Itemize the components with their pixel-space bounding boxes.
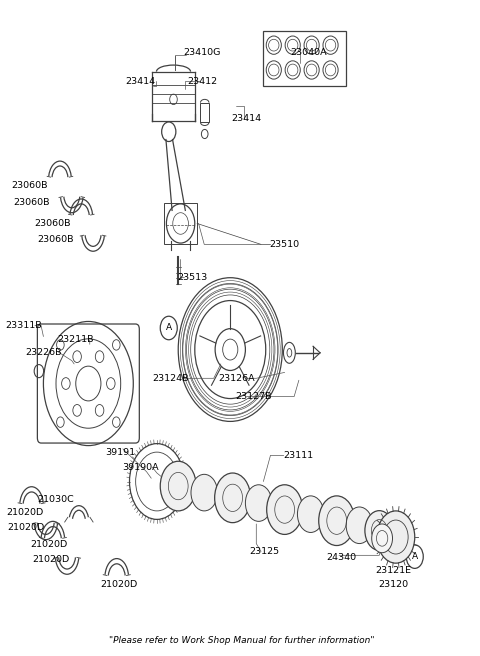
Text: A: A <box>166 323 172 333</box>
Text: 23060B: 23060B <box>11 181 48 190</box>
Bar <box>264 31 346 87</box>
Text: 21020D: 21020D <box>7 523 44 532</box>
Text: 23226B: 23226B <box>25 348 61 357</box>
Text: 21030C: 21030C <box>37 495 73 504</box>
Text: 23510: 23510 <box>270 240 300 249</box>
Text: 23126A: 23126A <box>218 374 255 383</box>
Text: 23060B: 23060B <box>37 236 73 244</box>
Text: 21020D: 21020D <box>30 541 68 549</box>
Circle shape <box>191 474 217 511</box>
Text: 23111: 23111 <box>283 451 313 460</box>
Circle shape <box>319 496 355 546</box>
Circle shape <box>365 510 394 550</box>
Text: 21020D: 21020D <box>100 579 138 588</box>
Bar <box>201 102 209 122</box>
Text: 23311B: 23311B <box>5 321 42 330</box>
Text: 23414: 23414 <box>125 77 156 85</box>
Text: 23414: 23414 <box>232 114 262 123</box>
Text: 23127B: 23127B <box>236 392 272 401</box>
Text: 24340: 24340 <box>326 554 357 562</box>
Text: A: A <box>412 552 418 561</box>
Circle shape <box>245 485 272 522</box>
Text: "Please refer to Work Shop Manual for further information": "Please refer to Work Shop Manual for fu… <box>109 636 375 645</box>
Text: 23060B: 23060B <box>13 198 50 207</box>
Circle shape <box>372 524 393 553</box>
Text: 21020D: 21020D <box>32 556 69 564</box>
Text: 23211B: 23211B <box>57 335 94 344</box>
Text: 39190A: 39190A <box>122 462 159 472</box>
Circle shape <box>298 496 324 533</box>
Text: 23124B: 23124B <box>152 374 189 383</box>
Circle shape <box>160 461 196 511</box>
Circle shape <box>267 485 302 535</box>
Text: 23125: 23125 <box>250 547 280 556</box>
Text: 23120: 23120 <box>378 579 408 588</box>
Bar <box>164 203 197 245</box>
Circle shape <box>346 507 372 544</box>
Circle shape <box>377 511 415 563</box>
Circle shape <box>215 473 251 523</box>
Text: 23410G: 23410G <box>183 48 221 57</box>
Text: 23040A: 23040A <box>290 48 326 57</box>
Text: 23060B: 23060B <box>35 219 71 228</box>
Text: 23513: 23513 <box>177 272 207 281</box>
Text: 23121E: 23121E <box>375 567 411 575</box>
Text: 23412: 23412 <box>187 77 217 85</box>
Text: 21020D: 21020D <box>6 508 43 517</box>
Text: 39191: 39191 <box>105 447 135 457</box>
